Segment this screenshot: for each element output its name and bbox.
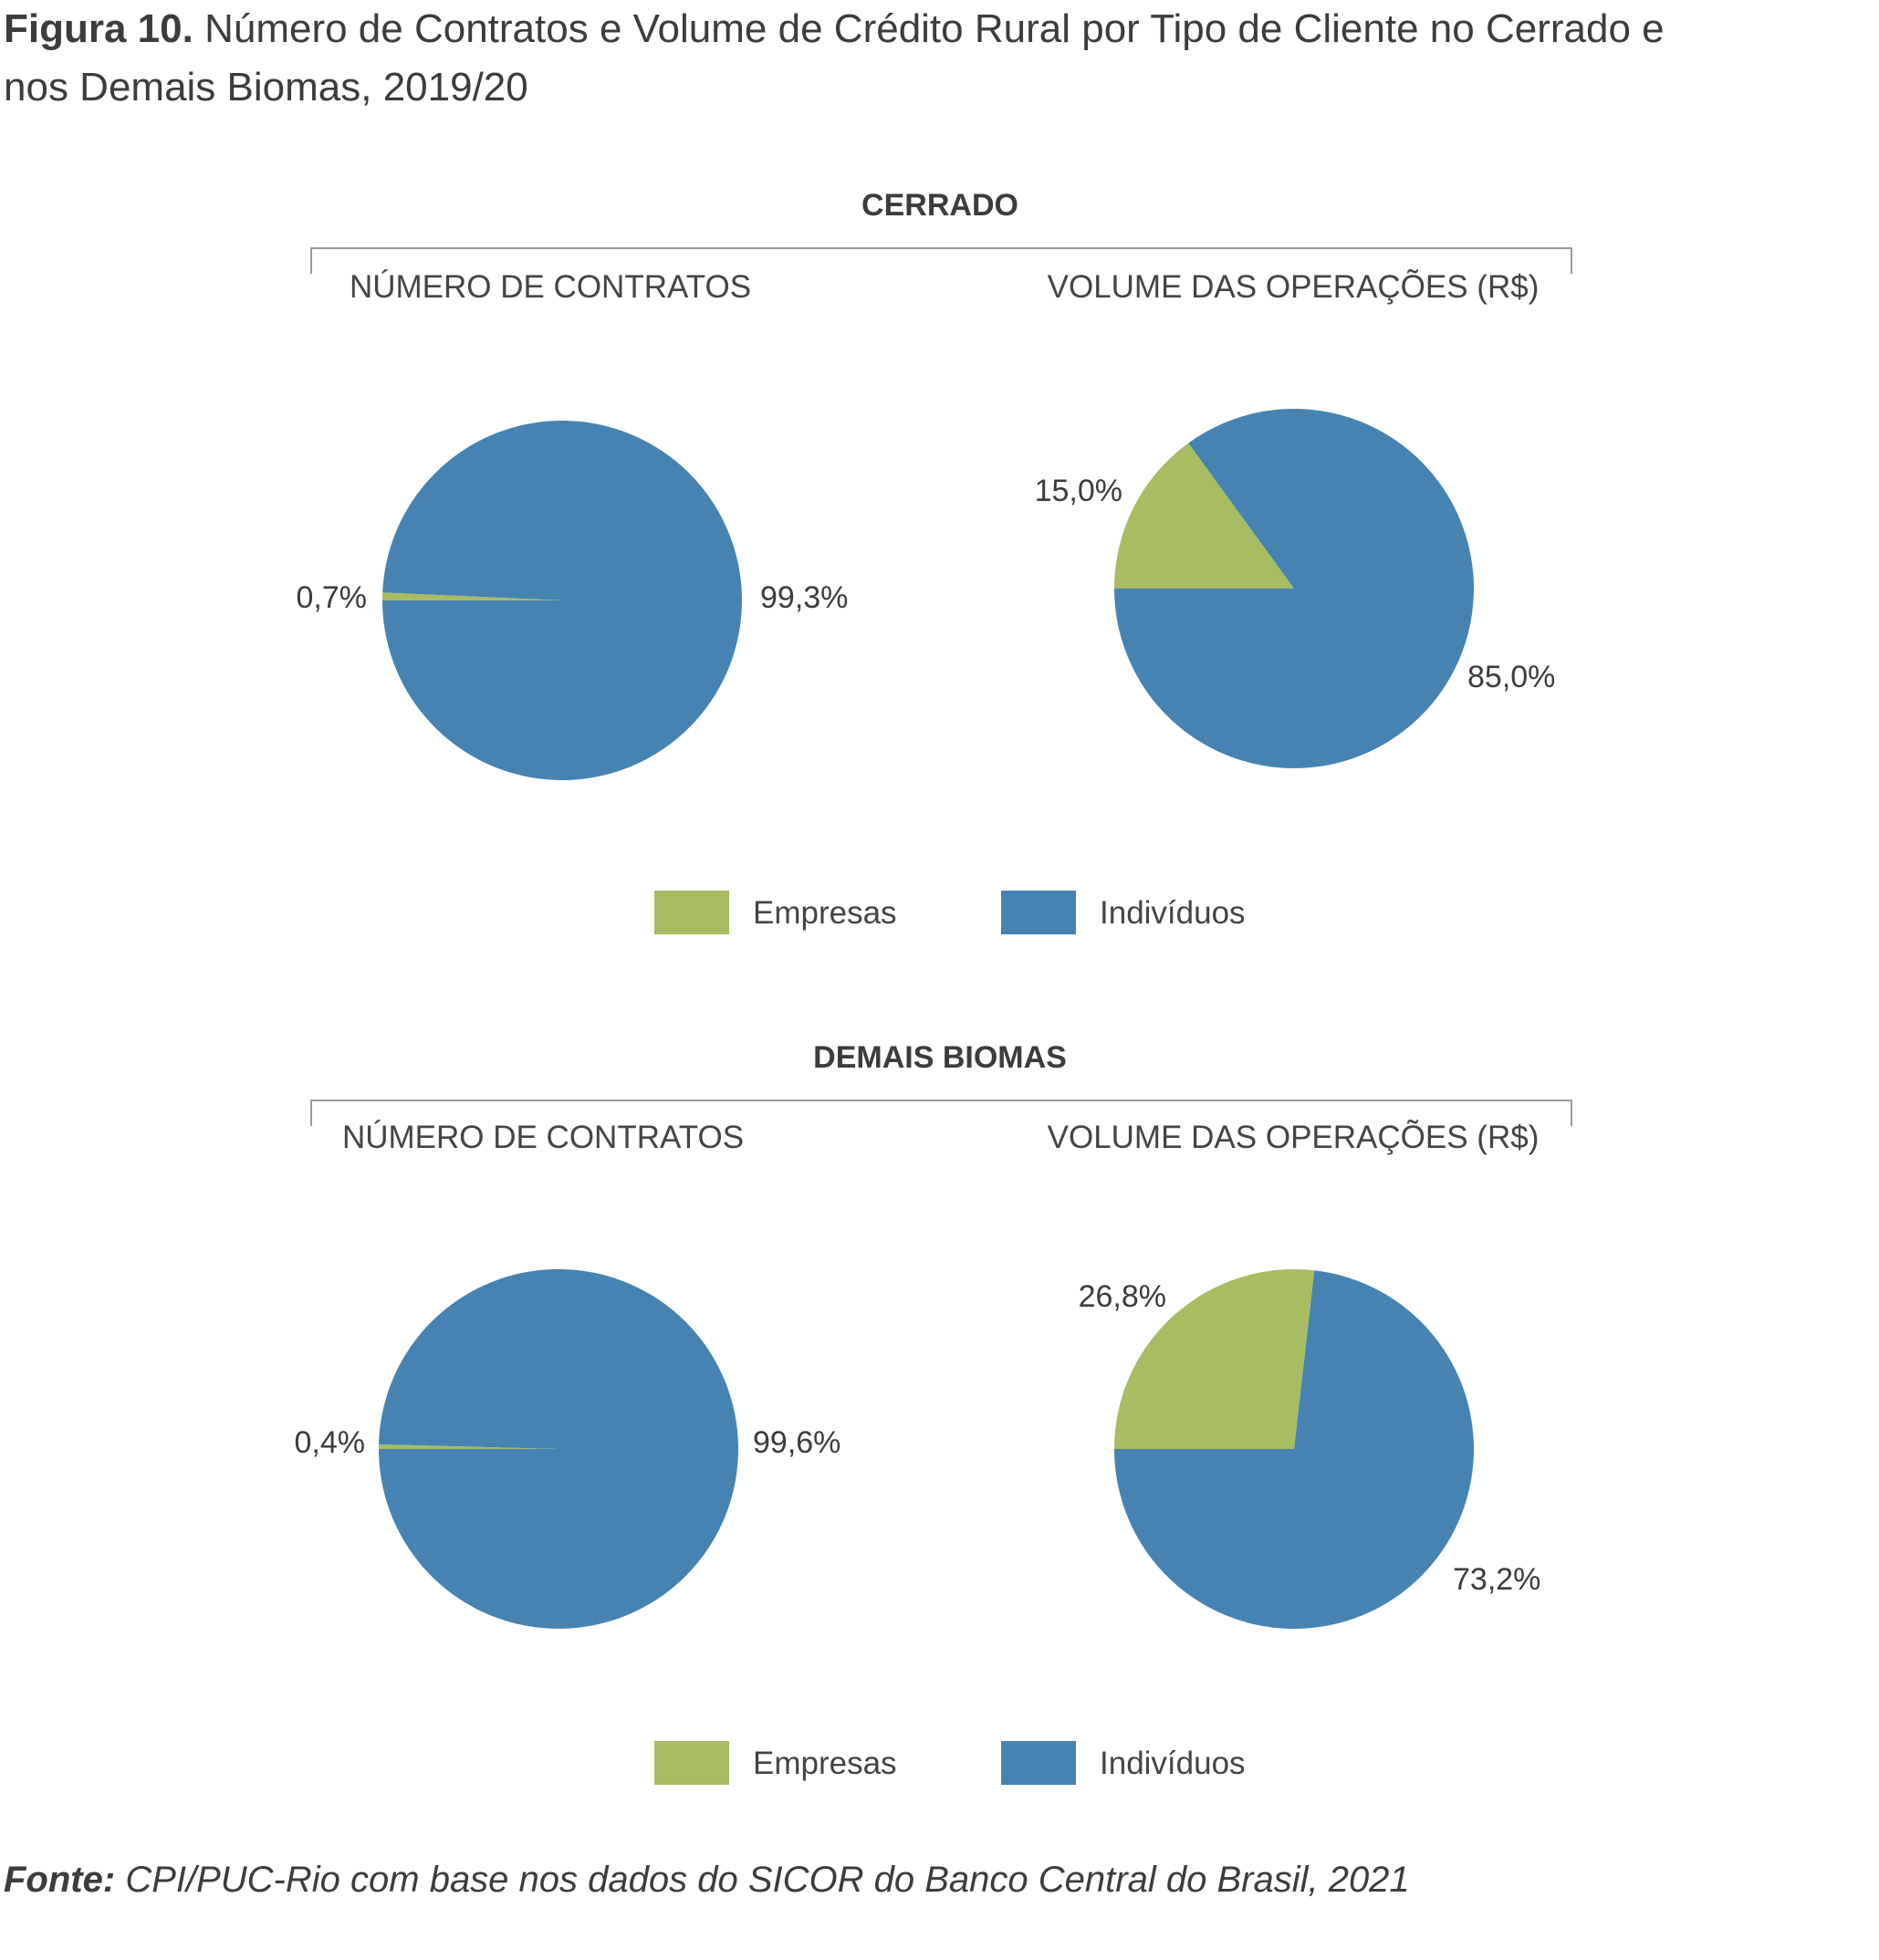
legend-swatch-empresas [654, 891, 729, 934]
legend-label-empresas: Empresas [753, 1746, 897, 1781]
legend-cerrado: Empresas Indivíduos [654, 891, 1246, 934]
pct-label-demais-volume-individuos: 73,2% [1453, 1562, 1540, 1597]
pct-label-cerrado-contratos-empresas: 0,7% [297, 580, 368, 615]
section-title-cerrado: CERRADO [861, 188, 1018, 223]
source-label: Fonte: [4, 1860, 116, 1900]
legend-swatch-empresas [654, 1741, 729, 1785]
chart-title-cerrado-volume: VOLUME DAS OPERAÇÕES (R$) [1048, 268, 1540, 305]
pie-slice-individuos [382, 420, 742, 780]
pie-slice-individuos [1114, 408, 1474, 768]
pie-chart-demais-volume [1114, 1269, 1474, 1630]
section-bracket-demais-biomas [310, 1100, 1572, 1126]
chart-title-demais-volume: VOLUME DAS OPERAÇÕES (R$) [1048, 1119, 1540, 1155]
legend-label-empresas: Empresas [753, 895, 897, 931]
legend-swatch-individuos [1001, 1741, 1076, 1785]
legend-demais-biomas: Empresas Indivíduos [654, 1741, 1246, 1785]
chart-title-demais-contratos: NÚMERO DE CONTRATOS [342, 1120, 744, 1155]
pie-slice-individuos [379, 1268, 738, 1629]
pct-label-demais-volume-empresas: 26,8% [1079, 1279, 1166, 1314]
pct-label-cerrado-volume-individuos: 85,0% [1467, 660, 1555, 694]
pct-label-cerrado-volume-empresas: 15,0% [1035, 474, 1122, 508]
section-title-demais-biomas: DEMAIS BIOMAS [813, 1040, 1067, 1075]
pie-chart-cerrado-contratos [381, 420, 742, 780]
pie-chart-cerrado-volume [1114, 408, 1474, 768]
source-text: CPI/PUC-Rio com base nos dados do SICOR … [125, 1860, 1410, 1900]
figure-title-text: Número de Contratos e Volume de Crédito … [4, 6, 1665, 109]
legend-label-individuos: Indivíduos [1100, 1746, 1246, 1781]
pct-label-demais-contratos-individuos: 99,6% [753, 1425, 840, 1460]
section-bracket-cerrado [310, 247, 1572, 274]
pie-slice-empresas [381, 592, 562, 600]
pie-slice-empresas [1114, 1269, 1315, 1449]
pct-label-cerrado-contratos-individuos: 99,3% [760, 580, 848, 615]
pie-slice-individuos [1114, 1270, 1474, 1630]
legend-label-individuos: Indivíduos [1100, 895, 1246, 931]
pie-chart-demais-contratos [378, 1268, 738, 1629]
figure-source: Fonte: CPI/PUC-Rio com base nos dados do… [4, 1860, 1410, 1901]
chart-title-cerrado-contratos: NÚMERO DE CONTRATOS [350, 269, 751, 305]
figure-title: Figura 10. Número de Contratos e Volume … [4, 0, 1738, 117]
legend-swatch-individuos [1001, 891, 1076, 934]
figure-label: Figura 10. [4, 6, 193, 51]
pct-label-demais-contratos-empresas: 0,4% [295, 1425, 366, 1460]
pie-slice-empresas [378, 1444, 558, 1449]
pie-slice-empresas [1114, 443, 1294, 589]
